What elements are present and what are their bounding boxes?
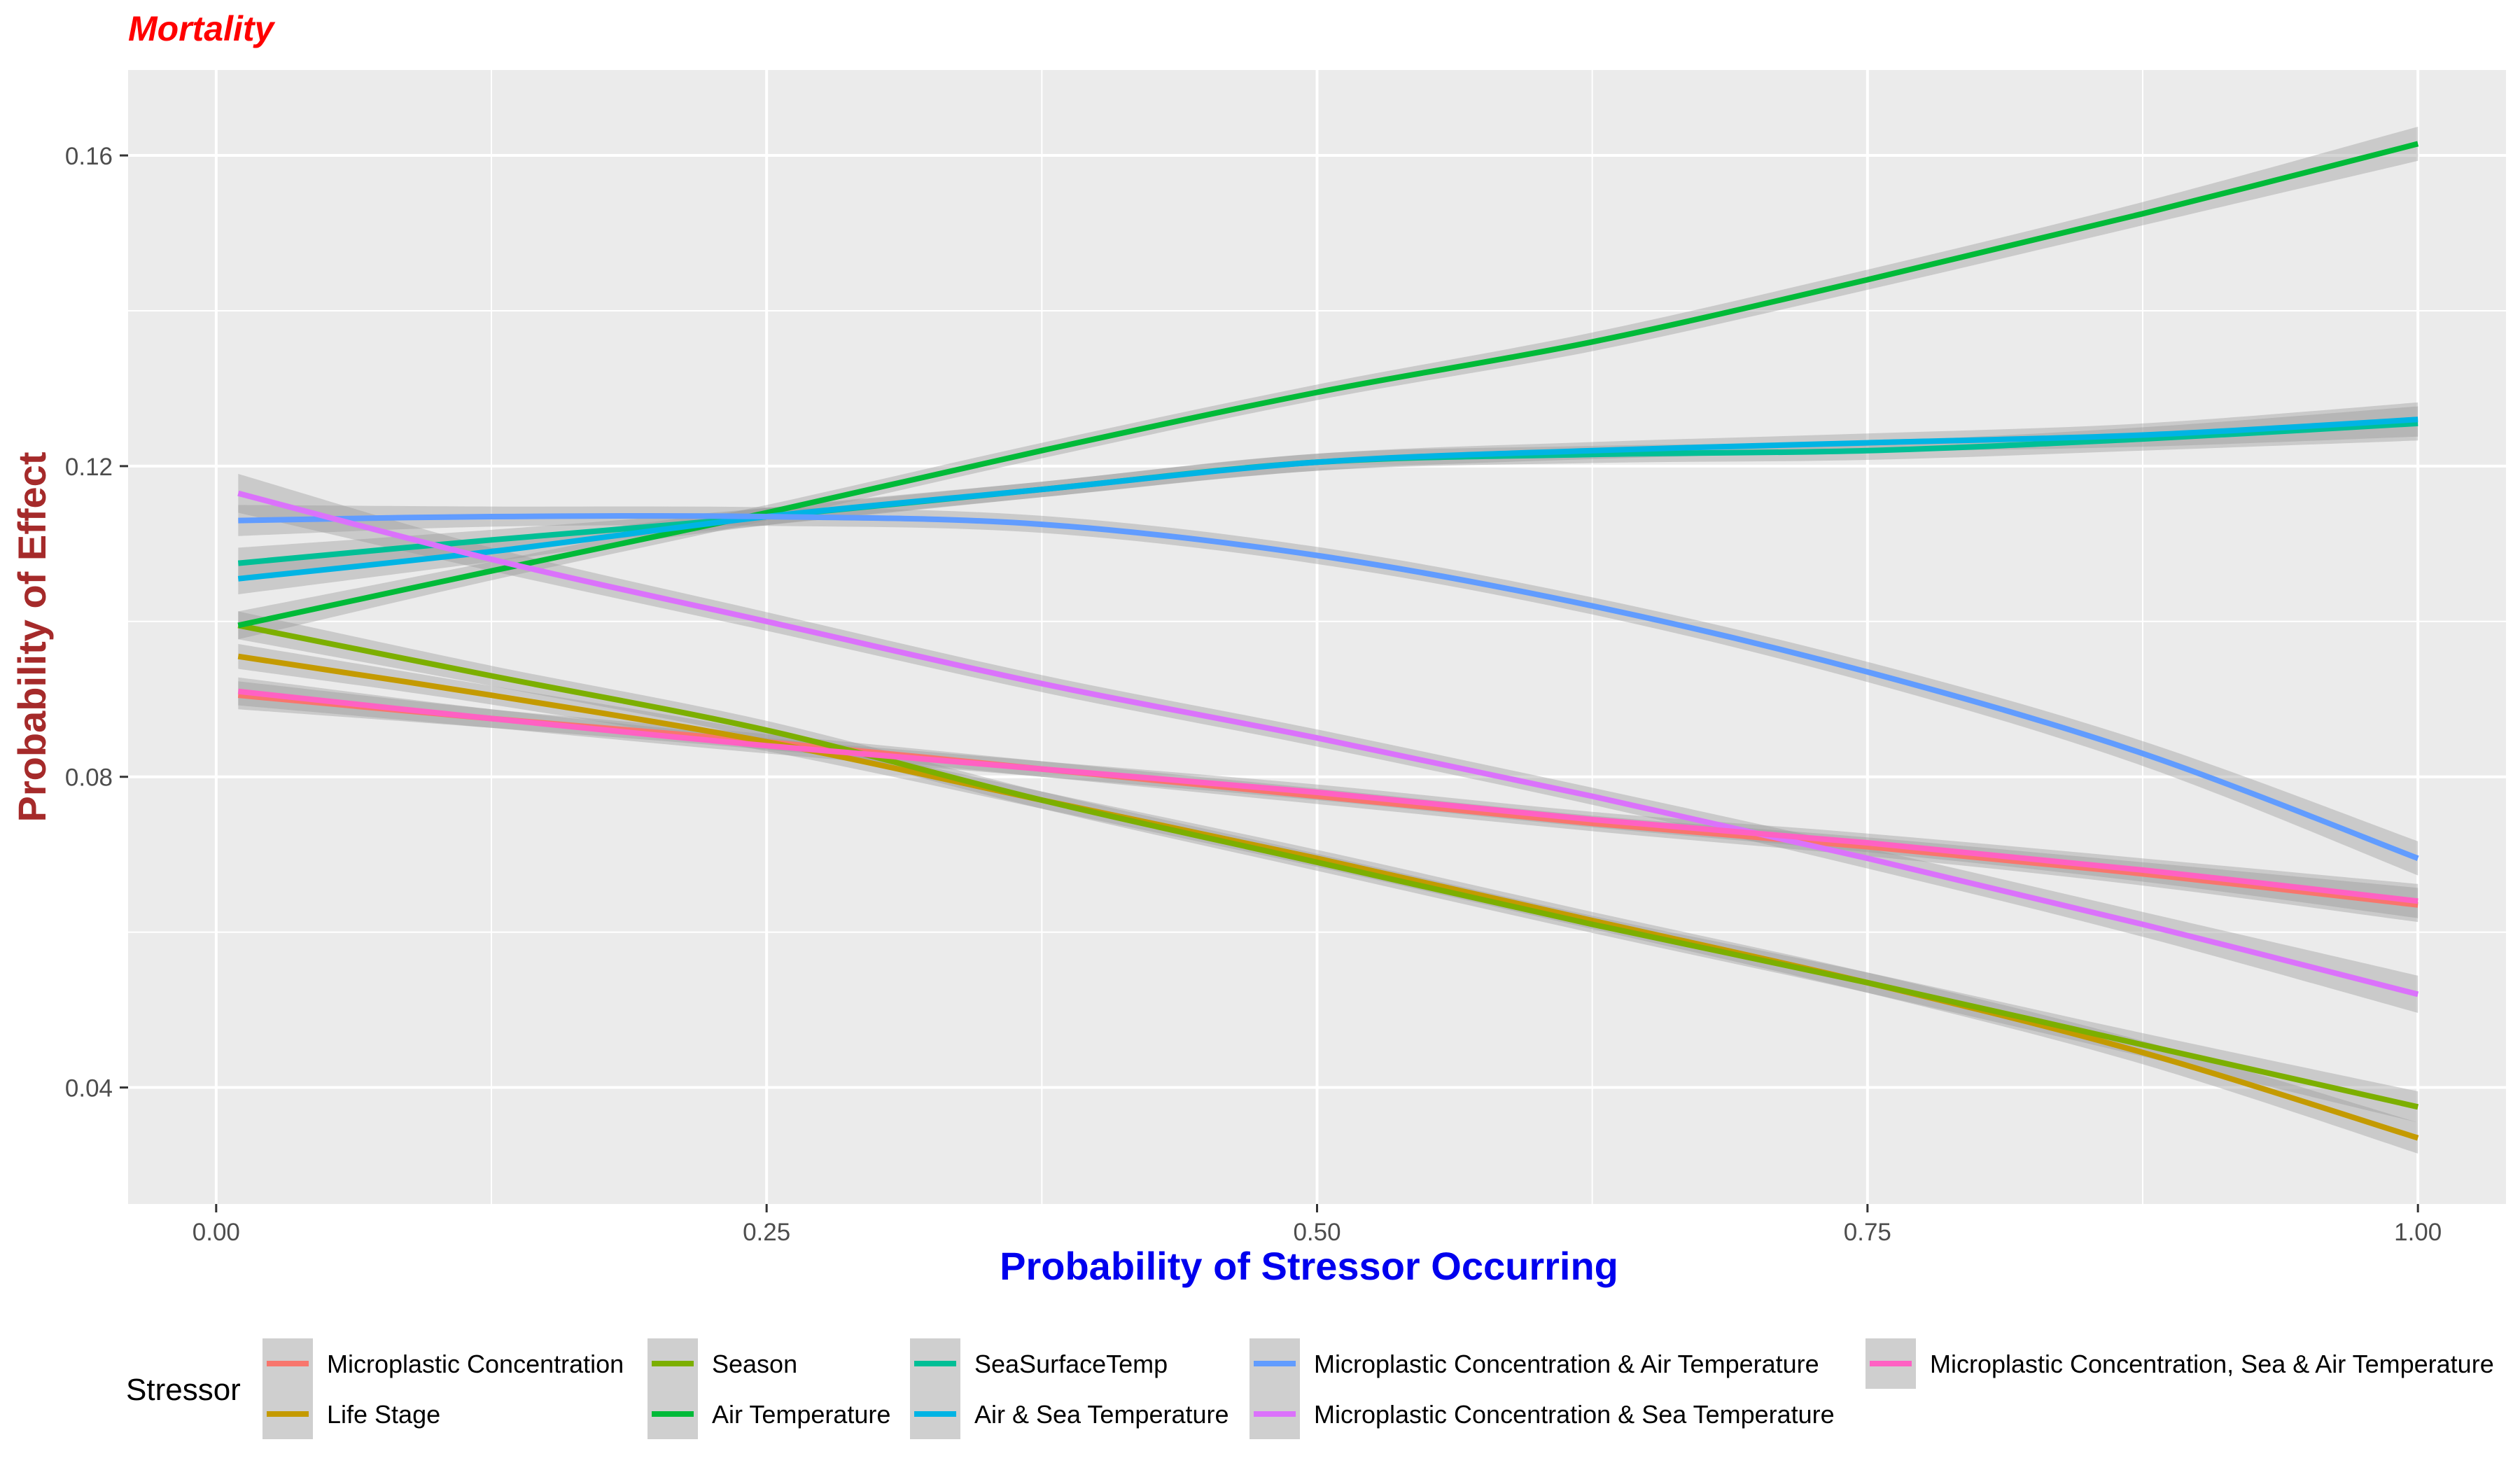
confidence-band-1 bbox=[238, 644, 2418, 1154]
legend-item: SeaSurfaceTemp bbox=[910, 1338, 1168, 1389]
x-tick-label: 1.00 bbox=[2394, 1219, 2442, 1246]
x-tick-label: 0.25 bbox=[743, 1219, 790, 1246]
confidence-band-7 bbox=[238, 474, 2418, 1013]
x-axis-ticks: 0.00 0.25 0.50 0.75 1.00 bbox=[192, 1204, 2442, 1246]
series-line-1 bbox=[237, 653, 2419, 1141]
chart-title: Mortality bbox=[128, 9, 276, 48]
series-line-3 bbox=[237, 141, 2419, 629]
legend-item: Microplastic Concentration bbox=[262, 1338, 624, 1389]
series-line-2 bbox=[237, 622, 2419, 1110]
legend-label: Air & Sea Temperature bbox=[974, 1400, 1229, 1429]
legend-label: Life Stage bbox=[327, 1400, 440, 1429]
legend-item: Season bbox=[648, 1338, 797, 1389]
legend-item: Microplastic Concentration, Sea & Air Te… bbox=[1865, 1338, 2494, 1389]
series-line-7 bbox=[237, 490, 2419, 997]
x-tick-label: 0.50 bbox=[1293, 1219, 1340, 1246]
legend-label: Microplastic Concentration bbox=[327, 1350, 624, 1378]
y-axis-ticks: 0.04 0.08 0.12 0.16 bbox=[65, 143, 128, 1102]
legend-label: Microplastic Concentration & Sea Tempera… bbox=[1314, 1400, 1835, 1429]
legend-label: Microplastic Concentration & Air Tempera… bbox=[1314, 1350, 1819, 1378]
legend-item: Air Temperature bbox=[648, 1389, 890, 1439]
y-tick-label: 0.04 bbox=[65, 1075, 113, 1102]
legend-label: Air Temperature bbox=[712, 1400, 890, 1429]
legend-label: Season bbox=[712, 1350, 797, 1378]
legend: Stressor Microplastic Concentration Life … bbox=[126, 1338, 2494, 1439]
series-line-6 bbox=[238, 512, 2419, 861]
y-tick-label: 0.16 bbox=[65, 143, 113, 170]
legend-label: Microplastic Concentration, Sea & Air Te… bbox=[1930, 1350, 2494, 1378]
legend-title: Stressor bbox=[126, 1373, 241, 1407]
legend-item: Air & Sea Temperature bbox=[910, 1389, 1229, 1439]
series-lines bbox=[237, 141, 2419, 1141]
legend-item: Microplastic Concentration & Air Tempera… bbox=[1250, 1338, 1819, 1389]
series-line-8 bbox=[237, 688, 2418, 904]
y-axis-title: Probability of Effect bbox=[10, 452, 54, 822]
y-tick-label: 0.08 bbox=[65, 764, 113, 792]
series-line-5 bbox=[237, 416, 2418, 582]
x-axis-title: Probability of Stressor Occurring bbox=[1000, 1244, 1618, 1288]
y-tick-label: 0.12 bbox=[65, 454, 113, 481]
legend-item: Microplastic Concentration & Sea Tempera… bbox=[1250, 1389, 1835, 1439]
x-tick-label: 0.00 bbox=[192, 1219, 240, 1246]
x-tick-label: 0.75 bbox=[1844, 1219, 1891, 1246]
gridlines bbox=[128, 70, 2506, 1204]
legend-item: Life Stage bbox=[262, 1389, 440, 1439]
legend-label: SeaSurfaceTemp bbox=[974, 1350, 1168, 1378]
